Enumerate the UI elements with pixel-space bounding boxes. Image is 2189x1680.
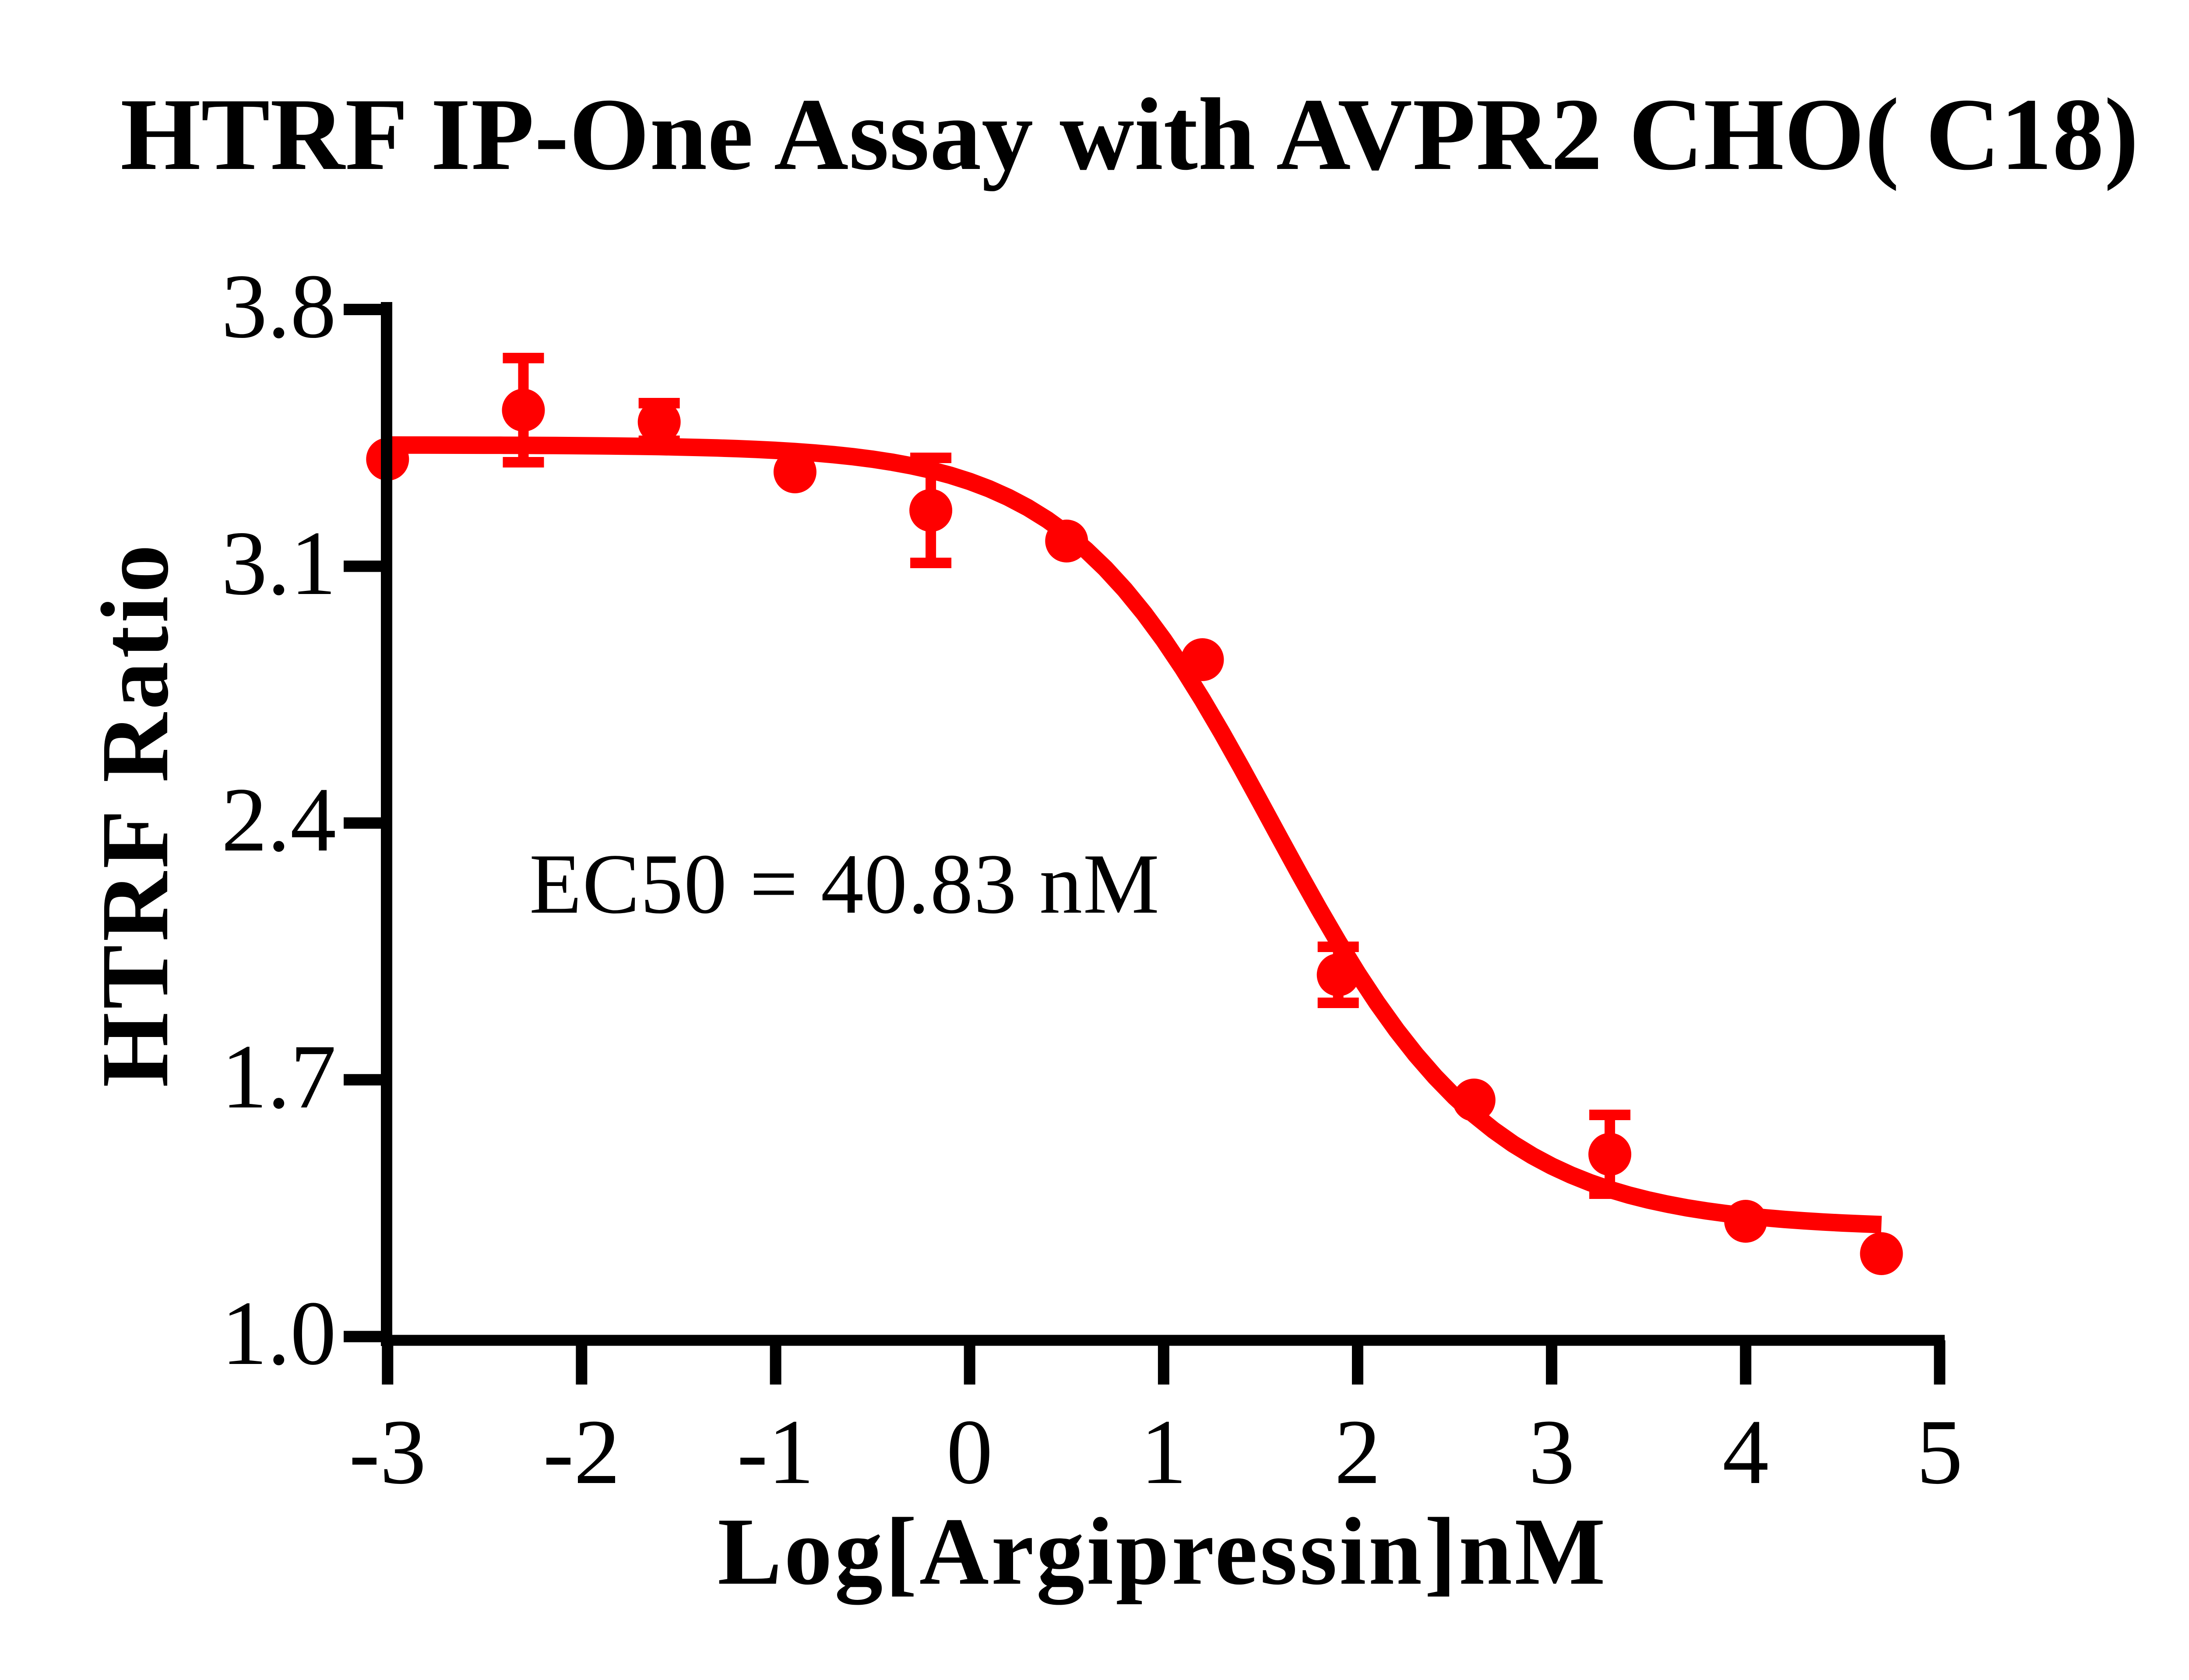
svg-text:1.0: 1.0	[222, 1283, 337, 1384]
svg-text:1.7: 1.7	[222, 1026, 337, 1128]
svg-text:HTRF IP-One Assay with AVPR2 C: HTRF IP-One Assay with AVPR2 CHO( C18)	[120, 77, 2139, 192]
svg-text:1: 1	[1140, 1400, 1187, 1503]
svg-text:EC50 = 40.83 nM: EC50 = 40.83 nM	[529, 836, 1159, 931]
svg-text:-3: -3	[349, 1400, 426, 1503]
svg-text:3.8: 3.8	[222, 256, 337, 357]
svg-text:-1: -1	[737, 1400, 814, 1503]
svg-text:HTRF Ratio: HTRF Ratio	[81, 545, 188, 1087]
svg-text:2.4: 2.4	[222, 769, 337, 871]
svg-text:4: 4	[1722, 1400, 1769, 1503]
svg-text:3: 3	[1528, 1400, 1575, 1503]
svg-text:Log[Argipressin]nM: Log[Argipressin]nM	[718, 1498, 1605, 1605]
svg-text:0: 0	[947, 1400, 993, 1503]
svg-text:5: 5	[1916, 1400, 1963, 1503]
svg-text:-2: -2	[543, 1400, 620, 1503]
svg-text:2: 2	[1334, 1400, 1381, 1503]
svg-text:3.1: 3.1	[222, 513, 337, 614]
